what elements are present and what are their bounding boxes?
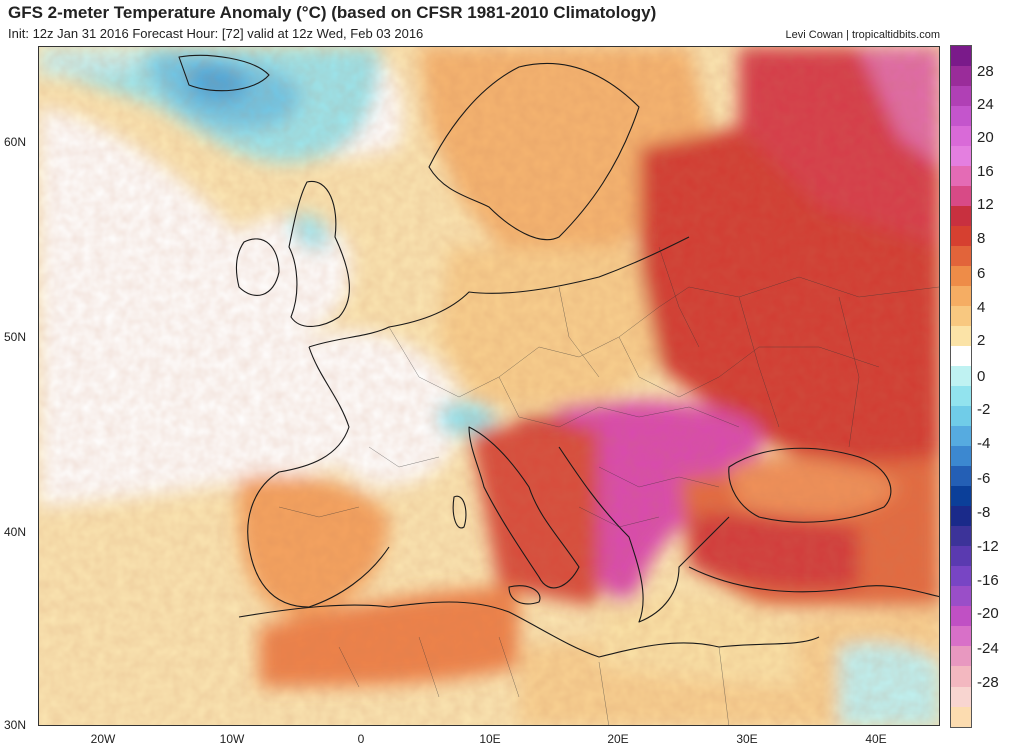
colorbar-swatch <box>951 306 971 327</box>
colorbar-swatch <box>951 286 971 307</box>
lon-label-10w: 10W <box>219 732 245 746</box>
colorbar-swatch <box>951 326 971 347</box>
coastlines <box>178 54 939 658</box>
colorbar-swatch <box>951 266 971 287</box>
colorbar-label: -2 <box>977 401 991 418</box>
colorbar-label: 2 <box>977 332 986 349</box>
colorbar-swatch <box>951 106 971 127</box>
colorbar-label: -28 <box>977 674 999 691</box>
colorbar-swatch <box>951 186 971 207</box>
colorbar-swatch <box>951 246 971 267</box>
colorbar-label: 28 <box>977 63 994 80</box>
anomaly-map <box>38 46 940 726</box>
colorbar-swatch <box>951 466 971 487</box>
colorbar-label: 12 <box>977 196 994 213</box>
lon-label-20e: 20E <box>607 732 629 746</box>
colorbar-swatch <box>951 226 971 247</box>
colorbar-swatch <box>951 86 971 107</box>
colorbar-swatch <box>951 546 971 567</box>
colorbar-swatch <box>951 146 971 167</box>
colorbar-swatch <box>951 486 971 507</box>
colorbar-swatch <box>951 646 971 667</box>
lat-label-30n: 30N <box>4 718 27 732</box>
lon-label-0: 0 <box>357 732 365 746</box>
colorbar <box>950 45 972 728</box>
map-canvas <box>39 47 939 725</box>
colorbar-label: -12 <box>977 538 999 555</box>
colorbar-label: -6 <box>977 470 991 487</box>
colorbar-label: 8 <box>977 230 986 247</box>
borders <box>278 246 939 725</box>
colorbar-swatch <box>951 566 971 587</box>
colorbar-swatch <box>951 586 971 607</box>
colorbar-label: -20 <box>977 605 999 622</box>
colorbar-swatch <box>951 346 971 367</box>
colorbar-swatch <box>951 166 971 187</box>
colorbar-label: 16 <box>977 163 994 180</box>
colorbar-swatch <box>951 386 971 407</box>
colorbar-swatch <box>951 66 971 87</box>
colorbar-label: 20 <box>977 129 994 146</box>
lon-label-20w: 20W <box>90 732 116 746</box>
colorbar-swatch <box>951 606 971 627</box>
colorbar-label: 6 <box>977 265 986 282</box>
colorbar-label: -16 <box>977 572 999 589</box>
lat-label-60n: 60N <box>4 135 27 149</box>
colorbar-label: -8 <box>977 504 991 521</box>
colorbar-swatch <box>951 506 971 527</box>
lat-label-40n: 40N <box>4 525 27 539</box>
colorbar-swatch <box>951 526 971 547</box>
colorbar-swatch <box>951 666 971 687</box>
noise-texture <box>39 47 939 725</box>
colorbar-label: 0 <box>977 368 986 385</box>
credit-text: Levi Cowan | tropicaltidbits.com <box>785 29 940 41</box>
map-title: GFS 2-meter Temperature Anomaly (°C) (ba… <box>8 3 657 22</box>
colorbar-swatch <box>951 446 971 467</box>
colorbar-label: -4 <box>977 435 991 452</box>
lon-label-10e: 10E <box>479 732 501 746</box>
colorbar-label: 24 <box>977 96 994 113</box>
lon-label-40e: 40E <box>865 732 887 746</box>
colorbar-swatch <box>951 706 971 727</box>
colorbar-swatch <box>951 406 971 427</box>
colorbar-swatch <box>951 206 971 227</box>
colorbar-swatch <box>951 426 971 447</box>
colorbar-swatch <box>951 686 971 707</box>
lon-label-30e: 30E <box>736 732 758 746</box>
colorbar-label: 4 <box>977 299 986 316</box>
colorbar-swatch <box>951 46 971 67</box>
colorbar-swatch <box>951 126 971 147</box>
map-subtitle: Init: 12z Jan 31 2016 Forecast Hour: [72… <box>8 26 424 41</box>
colorbar-swatch <box>951 626 971 647</box>
colorbar-label: -24 <box>977 640 999 657</box>
lat-label-50n: 50N <box>4 330 27 344</box>
colorbar-swatch <box>951 366 971 387</box>
